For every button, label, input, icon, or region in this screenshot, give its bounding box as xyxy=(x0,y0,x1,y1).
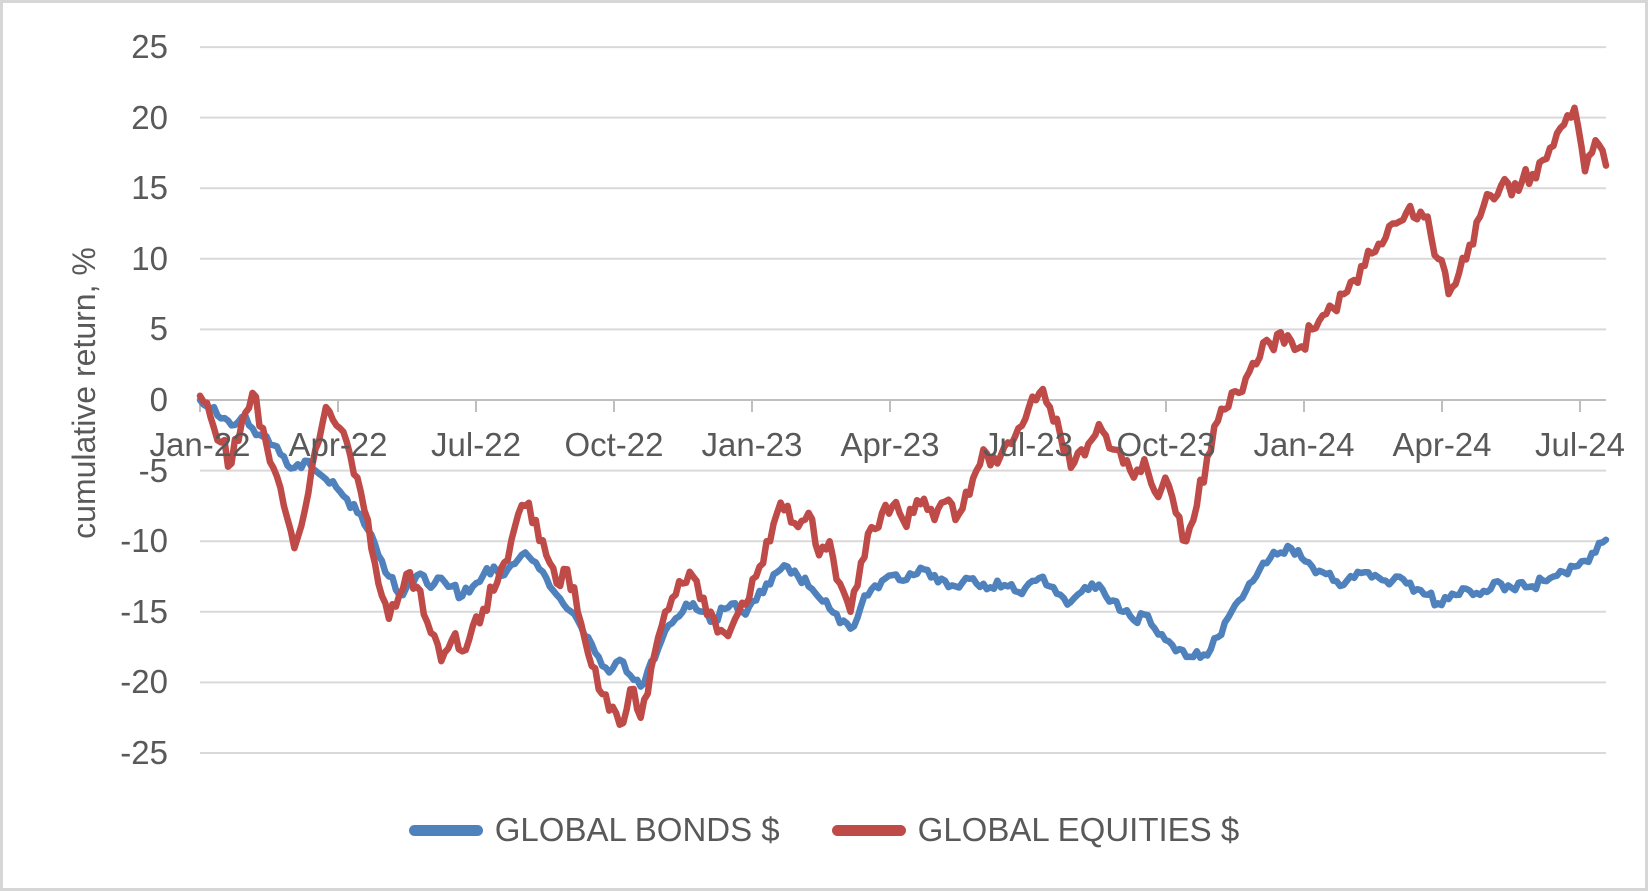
x-tick-label-Jan-24: Jan-24 xyxy=(1253,426,1355,463)
x-tick-label-Jul-22: Jul-22 xyxy=(431,426,521,463)
x-tick-label-Apr-23: Apr-23 xyxy=(840,426,940,463)
x-tick-label-Oct-22: Oct-22 xyxy=(564,426,664,463)
y-tick-label--10: -10 xyxy=(120,522,168,560)
equities-series-line xyxy=(196,104,1610,728)
cumulative-return-line-chart xyxy=(196,46,1610,754)
y-tick-label--5: -5 xyxy=(138,451,168,489)
chart-legend: GLOBAL BONDS $ GLOBAL EQUITIES $ xyxy=(3,811,1645,849)
x-tick-label-Oct-23: Oct-23 xyxy=(1116,426,1216,463)
y-tick-label--15: -15 xyxy=(120,592,168,630)
legend-item-global-bonds: GLOBAL BONDS $ xyxy=(408,811,780,849)
y-tick-label-25: 25 xyxy=(131,28,168,66)
equities-legend-line-icon xyxy=(831,824,906,836)
bonds-legend-line-icon xyxy=(408,824,483,836)
x-tick-label-Jan-23: Jan-23 xyxy=(701,426,803,463)
y-tick-label-10: 10 xyxy=(131,239,168,277)
y-tick-label--20: -20 xyxy=(120,663,168,701)
x-tick-label-Apr-24: Apr-24 xyxy=(1392,426,1492,463)
y-tick-label-20: 20 xyxy=(131,98,168,136)
equities-legend-label: GLOBAL EQUITIES $ xyxy=(917,811,1240,848)
legend-item-global-equities: GLOBAL EQUITIES $ xyxy=(831,811,1240,849)
x-tick-label-Jul-24: Jul-24 xyxy=(1535,426,1625,463)
x-tick-label-Jul-23: Jul-23 xyxy=(983,426,1073,463)
bonds-legend-label: GLOBAL BONDS $ xyxy=(494,811,780,848)
y-tick-label-15: 15 xyxy=(131,169,168,207)
y-tick-label--25: -25 xyxy=(120,733,168,771)
x-tick-label-Apr-22: Apr-22 xyxy=(288,426,388,463)
x-tick-label-Jan-22: Jan-22 xyxy=(149,426,251,463)
y-tick-label-5: 5 xyxy=(149,310,168,348)
bonds-series-line xyxy=(196,396,1610,690)
y-tick-label-0: 0 xyxy=(149,381,168,418)
